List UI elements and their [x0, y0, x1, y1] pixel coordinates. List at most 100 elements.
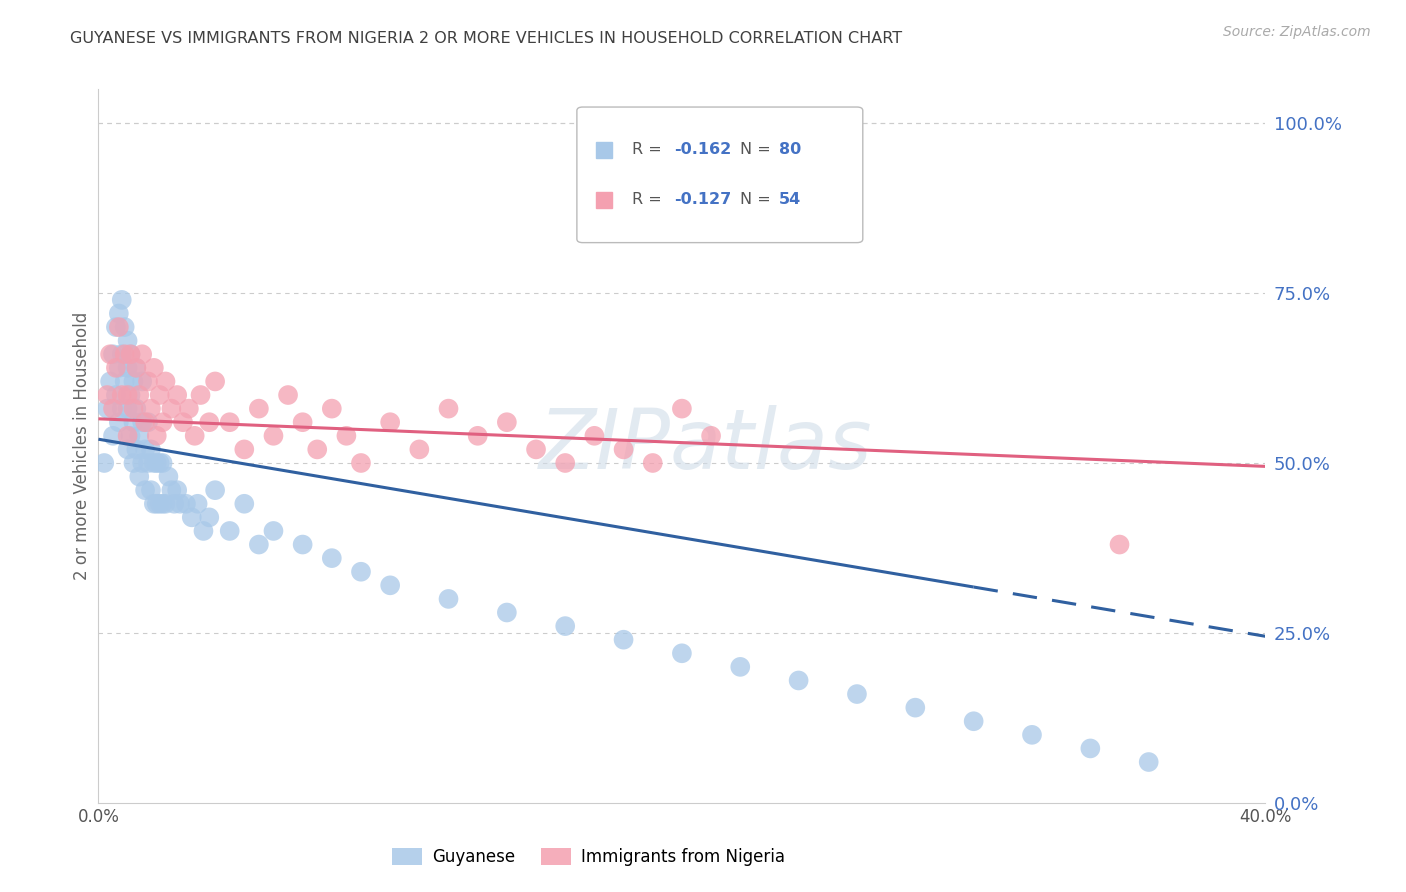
Point	[93, 456, 115, 470]
Point	[142, 456, 165, 470]
Point	[233, 497, 256, 511]
Point	[149, 497, 172, 511]
Point	[495, 415, 517, 429]
Point	[117, 429, 139, 443]
Point	[108, 415, 131, 429]
Point	[101, 429, 124, 443]
Point	[247, 537, 270, 551]
Point	[437, 401, 460, 416]
Point	[146, 497, 169, 511]
Point	[177, 401, 200, 416]
Point	[262, 524, 284, 538]
Point	[108, 306, 131, 320]
Point	[524, 442, 547, 457]
Point	[96, 401, 118, 416]
Point	[467, 429, 489, 443]
Point	[139, 401, 162, 416]
Point	[671, 401, 693, 416]
Point	[172, 415, 194, 429]
Point	[612, 632, 634, 647]
Text: -0.162: -0.162	[673, 143, 731, 157]
Point	[437, 591, 460, 606]
Point	[183, 429, 205, 443]
Point	[131, 375, 153, 389]
Point	[408, 442, 430, 457]
Point	[134, 415, 156, 429]
Point	[134, 442, 156, 457]
Point	[554, 456, 576, 470]
Point	[117, 442, 139, 457]
Point	[152, 415, 174, 429]
Point	[134, 483, 156, 498]
Point	[146, 456, 169, 470]
Point	[117, 388, 139, 402]
Point	[152, 456, 174, 470]
Text: 54: 54	[779, 193, 801, 207]
Point	[350, 565, 373, 579]
Point	[190, 388, 212, 402]
Point	[187, 497, 209, 511]
Point	[583, 429, 606, 443]
Point	[96, 388, 118, 402]
Point	[131, 415, 153, 429]
Point	[291, 537, 314, 551]
Point	[136, 456, 159, 470]
Point	[160, 483, 183, 498]
Point	[114, 320, 136, 334]
Text: R =: R =	[631, 193, 666, 207]
Text: ZIPatlas: ZIPatlas	[538, 406, 872, 486]
Point	[98, 347, 121, 361]
Point	[247, 401, 270, 416]
Point	[169, 497, 191, 511]
Point	[125, 442, 148, 457]
Point	[350, 456, 373, 470]
Point	[845, 687, 868, 701]
FancyBboxPatch shape	[576, 107, 863, 243]
Point	[166, 388, 188, 402]
Point	[120, 388, 142, 402]
Point	[117, 401, 139, 416]
Point	[142, 497, 165, 511]
Y-axis label: 2 or more Vehicles in Household: 2 or more Vehicles in Household	[73, 312, 91, 580]
Text: N =: N =	[741, 143, 776, 157]
Point	[321, 401, 343, 416]
Point	[104, 360, 127, 375]
Point	[233, 442, 256, 457]
Point	[120, 429, 142, 443]
Point	[122, 456, 145, 470]
Text: GUYANESE VS IMMIGRANTS FROM NIGERIA 2 OR MORE VEHICLES IN HOUSEHOLD CORRELATION : GUYANESE VS IMMIGRANTS FROM NIGERIA 2 OR…	[70, 31, 903, 46]
Point	[1108, 537, 1130, 551]
Point	[98, 375, 121, 389]
Point	[1080, 741, 1102, 756]
Point	[641, 456, 664, 470]
Point	[101, 401, 124, 416]
Point	[101, 347, 124, 361]
Point	[122, 415, 145, 429]
Point	[125, 401, 148, 416]
Point	[149, 456, 172, 470]
Text: -0.127: -0.127	[673, 193, 731, 207]
Point	[114, 347, 136, 361]
Legend: Guyanese, Immigrants from Nigeria: Guyanese, Immigrants from Nigeria	[385, 841, 792, 873]
Point	[612, 442, 634, 457]
Point	[111, 347, 134, 361]
Point	[204, 375, 226, 389]
Point	[117, 360, 139, 375]
Point	[125, 360, 148, 375]
Point	[122, 375, 145, 389]
Point	[117, 334, 139, 348]
Point	[136, 415, 159, 429]
Point	[218, 415, 240, 429]
Point	[728, 660, 751, 674]
Point	[122, 401, 145, 416]
Point	[700, 429, 723, 443]
Point	[136, 375, 159, 389]
Point	[114, 375, 136, 389]
Point	[120, 347, 142, 361]
Point	[277, 388, 299, 402]
Point	[378, 578, 402, 592]
Point	[335, 429, 357, 443]
Point	[139, 442, 162, 457]
Point	[142, 360, 165, 375]
Point	[1137, 755, 1160, 769]
